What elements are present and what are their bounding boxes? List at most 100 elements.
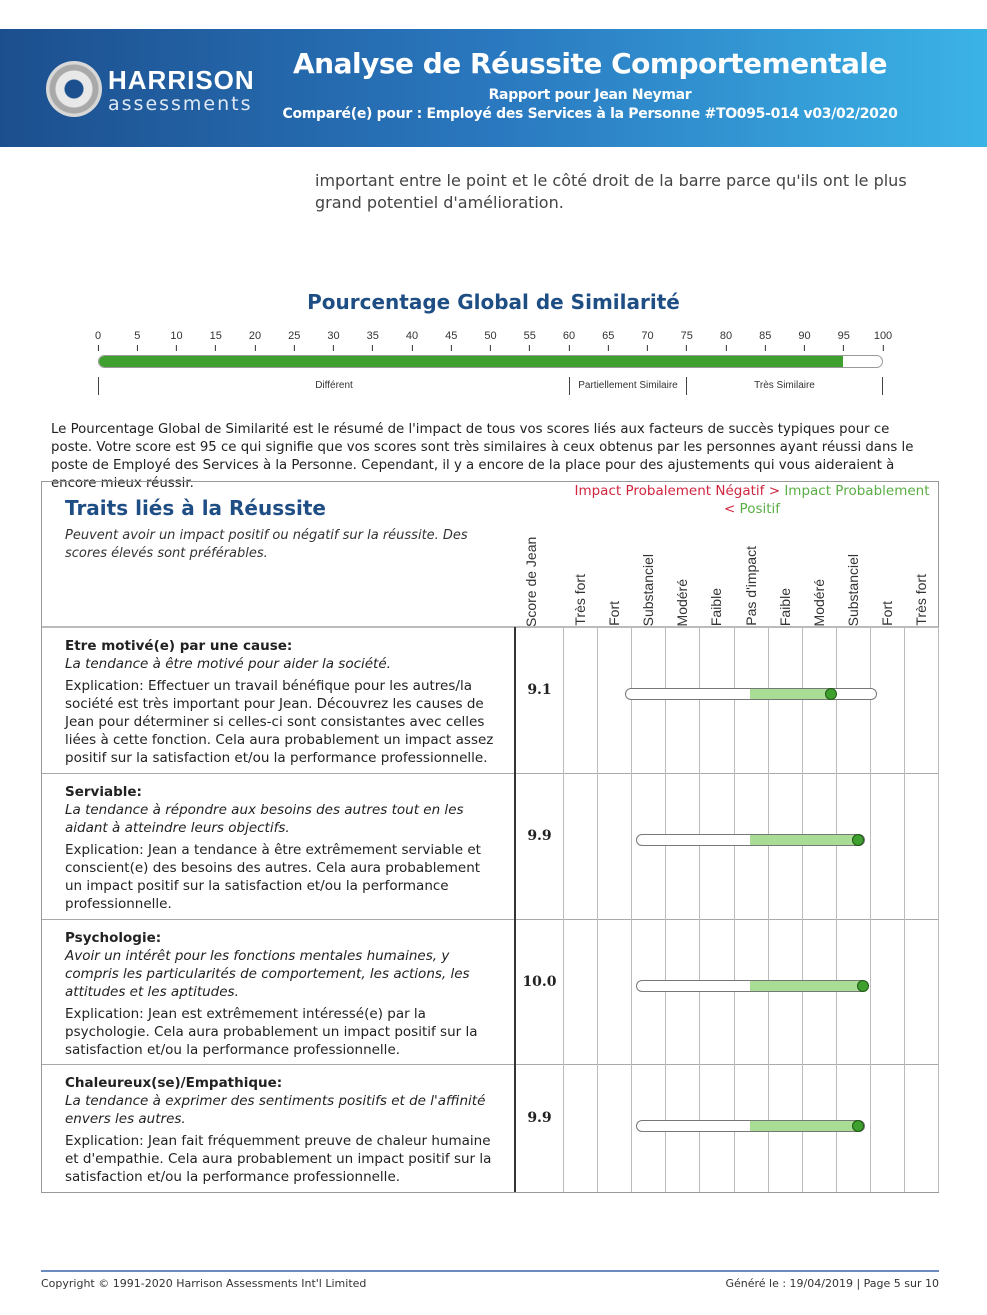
- trait-row: Serviable: La tendance à répondre aux bes…: [42, 773, 940, 919]
- trait-explanation: Explication: Jean est extrêmement intére…: [65, 1006, 478, 1058]
- copyright: Copyright © 1991-2020 Harrison Assessmen…: [41, 1277, 367, 1290]
- trait-name: Serviable:: [65, 784, 142, 800]
- tick-label: 45: [445, 330, 458, 342]
- scale-tick: 30: [327, 330, 340, 351]
- zone-very-similar: Très Similaire: [686, 377, 882, 395]
- column-header: Faible: [708, 587, 725, 626]
- tick-label: 100: [873, 330, 893, 342]
- grid-line: [869, 773, 871, 919]
- scale-tick: 35: [367, 330, 379, 351]
- grid-line: [563, 1064, 564, 1192]
- grid-line: [904, 627, 905, 773]
- legend-positive-2: Positif: [739, 501, 781, 517]
- logo-subtext: assessments: [108, 93, 253, 115]
- score-divider: [514, 627, 516, 773]
- grid-line: [835, 773, 837, 919]
- logo-text: HARRISON: [108, 65, 255, 95]
- grid-line: [563, 773, 564, 919]
- tick-label: 75: [680, 330, 693, 342]
- similarity-fill: [99, 356, 843, 367]
- tick-label: 70: [641, 330, 654, 342]
- column-header: Fort: [606, 601, 623, 626]
- trait-definition: La tendance à être motivé pour aider la …: [65, 656, 391, 672]
- trait-explanation: Explication: Effectuer un travail bénéfi…: [65, 678, 494, 766]
- grid-line: [631, 627, 633, 773]
- scale-tick: 20: [249, 330, 261, 351]
- trait-name: Etre motivé(e) par une cause:: [65, 638, 293, 654]
- score-header: Score de Jean: [523, 536, 539, 627]
- grid-line: [801, 627, 803, 773]
- similarity-scale: Différent Partiellement Similaire Très S…: [95, 330, 892, 400]
- legend-negative: Impact Probalement Négatif: [574, 483, 765, 499]
- tick-label: 50: [484, 330, 497, 342]
- grid-line: [699, 773, 701, 919]
- scale-tick: 10: [170, 330, 183, 351]
- report-header: HARRISON assessments Analyse de Réussite…: [0, 29, 987, 147]
- grid-line: [904, 1064, 905, 1192]
- trait-name: Chaleureux(se)/Empathique:: [65, 1075, 283, 1091]
- scale-tick: 50: [484, 330, 497, 351]
- compared-for: Comparé(e) pour : Employé des Services à…: [282, 106, 898, 122]
- tick-label: 20: [248, 330, 262, 342]
- scale-tick: 70: [641, 330, 654, 351]
- positive-range-fill: [750, 980, 863, 991]
- tick-label: 5: [134, 330, 141, 342]
- grid-line: [938, 1064, 940, 1192]
- grid-line: [767, 627, 769, 773]
- global-similarity-title: Pourcentage Global de Similarité: [307, 290, 680, 314]
- generated-page: Généré le : 19/04/2019 | Page 5 sur 10: [725, 1277, 939, 1290]
- grid-line: [699, 919, 701, 1064]
- grid-line: [938, 627, 940, 773]
- grid-line: [938, 773, 940, 919]
- zone-end: [882, 377, 883, 395]
- zone-partial: Partiellement Similaire: [569, 377, 686, 395]
- column-header: Pas d'impact: [742, 546, 759, 626]
- grid-line: [869, 1064, 871, 1192]
- tick-label: 95: [837, 330, 850, 342]
- grid-line: [665, 773, 667, 919]
- scale-tick: 60: [563, 330, 575, 351]
- intro-text: important entre le point et le côté droi…: [315, 171, 907, 212]
- trait-text: Serviable: La tendance à répondre aux bes…: [65, 783, 495, 913]
- trait-row: Chaleureux(se)/Empathique: La tendance à …: [42, 1064, 940, 1192]
- scale-tick: 95: [838, 330, 850, 351]
- header-divider: [42, 626, 938, 628]
- grid-line: [563, 627, 564, 773]
- trait-score: 10.0: [522, 973, 557, 990]
- column-header: Substanciel: [844, 553, 861, 626]
- scale-tick: 85: [759, 330, 771, 351]
- column-header: Très fort: [572, 574, 588, 626]
- grid-line: [631, 1064, 633, 1192]
- legend-positive: Impact Probablement: [784, 483, 930, 499]
- grid-line: [733, 773, 735, 919]
- tick-label: 40: [405, 330, 419, 342]
- trait-definition: La tendance à exprimer des sentiments po…: [65, 1093, 486, 1127]
- tick-label: 35: [366, 330, 379, 342]
- positive-range-fill: [750, 1121, 858, 1131]
- tick-label: 30: [327, 330, 340, 342]
- scale-tick: 5: [134, 330, 140, 351]
- trait-explanation: Explication: Jean fait fréquemment preuv…: [65, 1133, 492, 1185]
- trait-text: Etre motivé(e) par une cause: La tendance…: [65, 637, 495, 767]
- trait-row: Psychologie: Avoir un intérêt pour les fo…: [42, 919, 940, 1064]
- row-divider: [42, 1064, 938, 1065]
- grid-line: [835, 919, 837, 1064]
- grid-line: [938, 919, 940, 1064]
- trait-score: 9.9: [527, 828, 552, 844]
- column-header: Modéré: [674, 578, 691, 626]
- trait-text: Chaleureux(se)/Empathique: La tendance à …: [65, 1074, 495, 1186]
- harrison-logo-icon: [46, 61, 102, 117]
- grid-line: [665, 919, 667, 1064]
- tick-label: 25: [288, 330, 301, 342]
- scale-tick: 25: [288, 330, 300, 351]
- trait-row: Etre motivé(e) par une cause: La tendance…: [42, 627, 940, 773]
- column-header: Très fort: [913, 574, 929, 626]
- impact-legend: Impact Probalement Négatif > Impact Prob…: [562, 482, 942, 518]
- trait-text: Psychologie: Avoir un intérêt pour les fo…: [65, 929, 495, 1059]
- legend-lt: <: [723, 501, 736, 517]
- scale-tick: 0: [95, 330, 101, 351]
- report-for: Rapport pour Jean Neymar: [488, 87, 692, 103]
- table-subtitle: Peuvent avoir un impact positif ou négat…: [65, 528, 468, 561]
- tick-label: 10: [170, 330, 183, 342]
- grid-line: [869, 627, 871, 773]
